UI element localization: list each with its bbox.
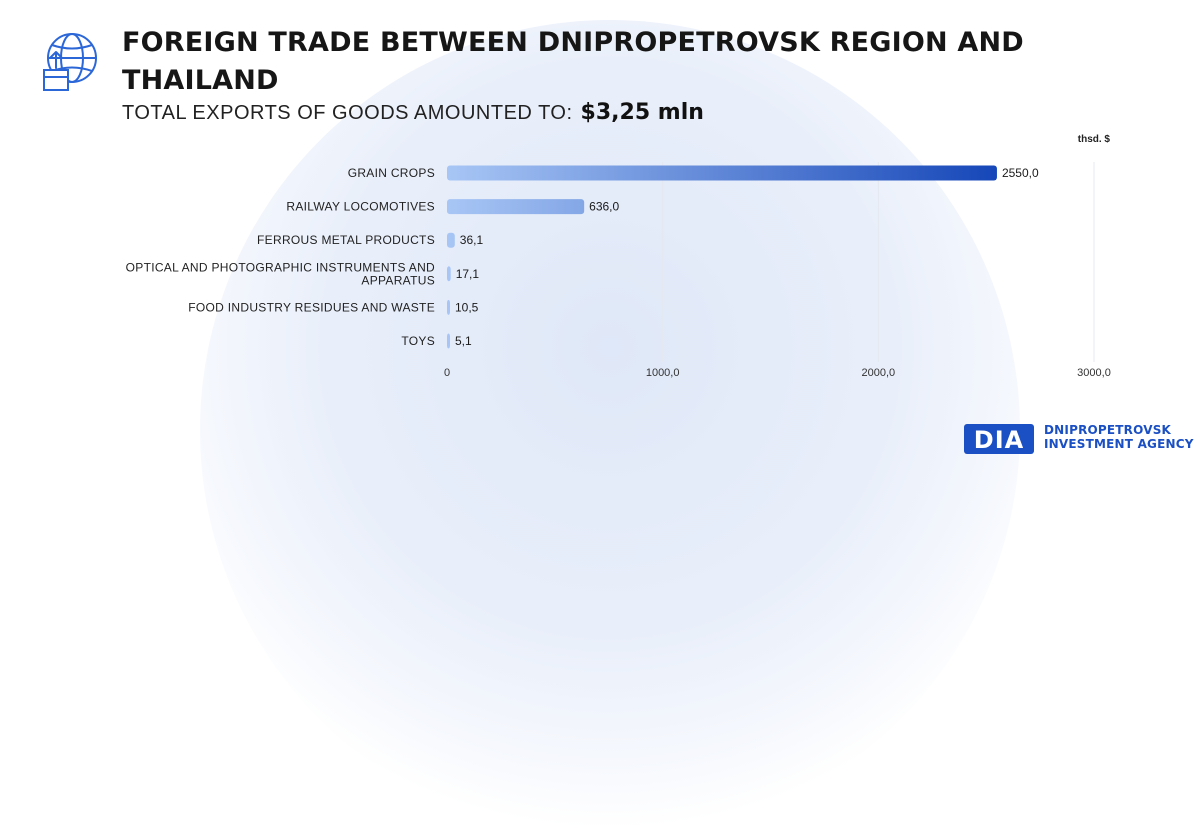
- bar: [447, 199, 585, 215]
- bar-value-label: 10,5: [455, 300, 479, 314]
- globe-box-export-icon: [43, 33, 97, 91]
- bar: [447, 333, 450, 349]
- bar-value-label: 5,1: [455, 334, 472, 348]
- bar-value-label: 2550,0: [1002, 166, 1039, 180]
- dia-logo-line1: DNIPROPETROVSK: [1044, 423, 1172, 437]
- dia-logo: DIA DNIPROPETROVSK INVESTMENT AGENCY: [962, 418, 1194, 456]
- dia-logo-text: DNIPROPETROVSK INVESTMENT AGENCY: [1044, 423, 1194, 451]
- category-label: FOOD INDUSTRY RESIDUES AND WASTE: [188, 300, 435, 314]
- bar: [447, 165, 997, 181]
- total-exports-label: TOTAL EXPORTS OF GOODS AMOUNTED TO:: [122, 102, 573, 124]
- bar-value-label: 36,1: [460, 233, 484, 247]
- dia-logo-mark: DIA: [964, 424, 1034, 454]
- x-tick-label: 0: [444, 367, 450, 379]
- svg-text:DIA: DIA: [974, 426, 1024, 454]
- category-label: OPTICAL AND PHOTOGRAPHIC INSTRUMENTS AND…: [126, 260, 435, 287]
- bar: [447, 232, 455, 248]
- bar-value-label: 17,1: [456, 267, 480, 281]
- category-label: RAILWAY LOCOMOTIVES: [286, 200, 435, 214]
- unit-label: thsd. $: [1077, 134, 1110, 145]
- total-exports-line: TOTAL EXPORTS OF GOODS AMOUNTED TO: $3,2…: [122, 100, 704, 125]
- category-label: TOYS: [401, 334, 435, 348]
- export-bar-chart: 2550,0 GRAIN CROPS 636,0 RAILWAY LOCOMOTIVE…: [126, 162, 1111, 379]
- x-tick-label: 1000,0: [646, 367, 680, 379]
- total-exports-value: $3,25 mln: [580, 100, 704, 125]
- dia-logo-line2: INVESTMENT AGENCY: [1044, 437, 1194, 451]
- bar-value-label: 636,0: [589, 200, 619, 214]
- bar: [447, 299, 450, 315]
- page-title: FOREIGN TRADE BETWEEN DNIPROPETROVSK REG…: [122, 27, 1024, 96]
- bar: [447, 266, 451, 282]
- x-tick-label: 2000,0: [862, 367, 896, 379]
- category-label: FERROUS METAL PRODUCTS: [257, 233, 435, 247]
- x-tick-label: 3000,0: [1077, 367, 1111, 379]
- category-label: GRAIN CROPS: [348, 166, 435, 180]
- background-glow: [200, 20, 1020, 840]
